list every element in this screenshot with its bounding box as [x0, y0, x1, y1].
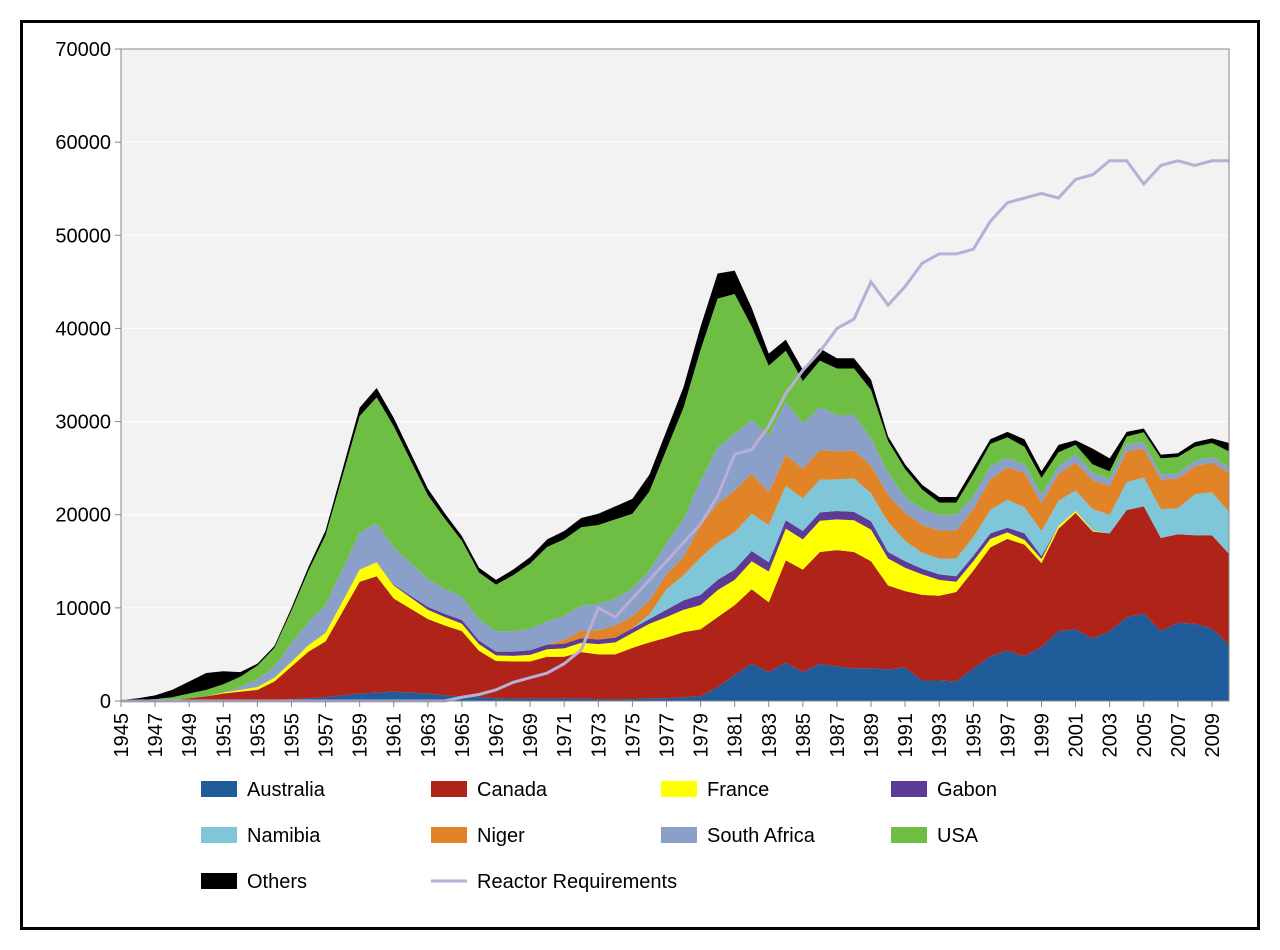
x-tick-label: 2003: [1100, 713, 1122, 758]
x-tick-label: 1963: [418, 713, 440, 758]
legend-swatch: [891, 781, 927, 797]
x-tick-label: 1977: [656, 713, 678, 758]
x-tick-label: 1955: [281, 713, 303, 758]
y-tick-label: 0: [100, 691, 111, 713]
x-tick-label: 1965: [452, 713, 474, 758]
x-tick-label: 1973: [588, 713, 610, 758]
legend-swatch: [431, 781, 467, 797]
legend-label: Namibia: [247, 825, 321, 847]
x-tick-label: 1985: [793, 713, 815, 758]
y-tick-label: 30000: [55, 412, 111, 434]
x-tick-label: 1969: [520, 713, 542, 758]
x-tick-label: 1961: [384, 713, 406, 758]
legend-swatch: [661, 781, 697, 797]
legend-label: France: [707, 779, 769, 801]
x-tick-label: 1971: [554, 713, 576, 758]
x-tick-label: 1945: [111, 713, 133, 758]
x-tick-label: 1989: [861, 713, 883, 758]
legend-swatch: [661, 827, 697, 843]
x-tick-label: 1949: [179, 713, 201, 758]
x-tick-label: 1947: [145, 713, 167, 758]
x-tick-label: 1975: [622, 713, 644, 758]
legend-swatch: [431, 827, 467, 843]
x-tick-label: 1983: [759, 713, 781, 758]
x-tick-label: 2009: [1202, 713, 1224, 758]
x-tick-label: 1997: [997, 713, 1019, 758]
legend-label: USA: [937, 825, 979, 847]
x-tick-label: 1987: [827, 713, 849, 758]
legend-label: South Africa: [707, 825, 816, 847]
y-tick-label: 50000: [55, 225, 111, 247]
y-tick-label: 10000: [55, 598, 111, 620]
y-tick-label: 60000: [55, 132, 111, 154]
x-tick-label: 1995: [963, 713, 985, 758]
x-tick-label: 1957: [316, 713, 338, 758]
x-tick-label: 1951: [213, 713, 235, 758]
x-tick-label: 1959: [350, 713, 372, 758]
legend-swatch: [201, 873, 237, 889]
x-tick-label: 1999: [1031, 713, 1053, 758]
legend-label: Gabon: [937, 779, 997, 801]
legend-label: Australia: [247, 779, 326, 801]
legend-swatch: [201, 781, 237, 797]
legend-label: Niger: [477, 825, 525, 847]
x-tick-label: 2001: [1066, 713, 1088, 758]
y-tick-label: 70000: [55, 39, 111, 61]
y-tick-label: 40000: [55, 318, 111, 340]
x-tick-label: 1967: [486, 713, 508, 758]
chart-outer-frame: 0 10000 20000 30000 40000 50000 60000 70000 1945…: [20, 20, 1260, 930]
x-tick-label: 2005: [1134, 713, 1156, 758]
x-tick-label: 1953: [247, 713, 269, 758]
legend-swatch: [891, 827, 927, 843]
stacked-area-chart: 0 10000 20000 30000 40000 50000 60000 70000 1945…: [31, 31, 1249, 919]
legend-label: Canada: [477, 779, 548, 801]
x-tick-label: 1993: [929, 713, 951, 758]
legend-label: Reactor Requirements: [477, 871, 677, 893]
x-tick-label: 1979: [691, 713, 713, 758]
x-tick-label: 1981: [725, 713, 747, 758]
legend-label: Others: [247, 871, 307, 893]
x-tick-label: 2007: [1168, 713, 1190, 758]
y-tick-label: 20000: [55, 505, 111, 527]
legend-swatch: [201, 827, 237, 843]
chart-container: 0 10000 20000 30000 40000 50000 60000 70000 1945…: [31, 31, 1249, 919]
x-tick-label: 1991: [895, 713, 917, 758]
